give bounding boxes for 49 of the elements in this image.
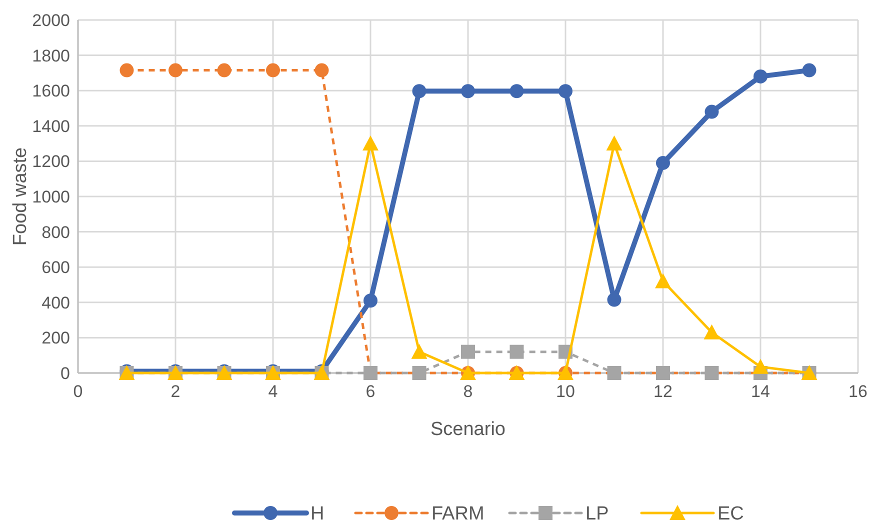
point [461,84,475,98]
point [412,84,426,98]
point [704,324,720,340]
x-tick-label: 6 [366,382,376,401]
x-tick-label: 14 [751,382,770,401]
point [802,63,816,78]
y-tick-label: 1800 [32,46,70,66]
x-tick-label: 16 [848,382,868,401]
y-tick-label: 0 [60,364,70,383]
point [606,136,622,151]
point [752,358,768,374]
legend-label: FARM [432,504,484,525]
y-tick-label: 200 [42,328,70,348]
legend-label: LP [586,504,609,525]
point [217,63,232,78]
x-axis-title: Scenario [430,419,506,440]
y-tick-label: 600 [42,258,70,278]
y-tick-label: 400 [42,293,70,312]
point [314,63,329,78]
legend-label: H [310,504,324,525]
y-axis-title: Food waste [10,147,31,246]
point [461,344,475,359]
y-tick-label: 2000 [32,10,70,30]
x-tick-label: 4 [268,382,278,401]
point [704,104,719,119]
x-tick-label: 12 [654,382,672,401]
y-tick-label: 1200 [32,152,70,172]
point [364,294,378,308]
y-tick-label: 1000 [32,187,70,206]
x-tick-label: 10 [556,382,575,401]
point [510,344,524,359]
point [266,63,280,78]
x-tick-label: 8 [463,382,473,401]
point [120,63,134,78]
point [362,136,378,151]
x-tick-label: 2 [170,382,180,401]
point [510,84,524,98]
point [655,273,671,288]
point [411,344,428,359]
point [168,63,182,78]
legend-label: EC [718,504,744,525]
point [656,156,670,170]
point [754,69,768,84]
y-tick-label: 800 [42,222,70,242]
y-tick-label: 1400 [32,116,70,136]
x-tick-label: 0 [73,382,83,401]
point [607,292,622,307]
y-tick-label: 1600 [32,82,70,101]
point [558,84,572,98]
